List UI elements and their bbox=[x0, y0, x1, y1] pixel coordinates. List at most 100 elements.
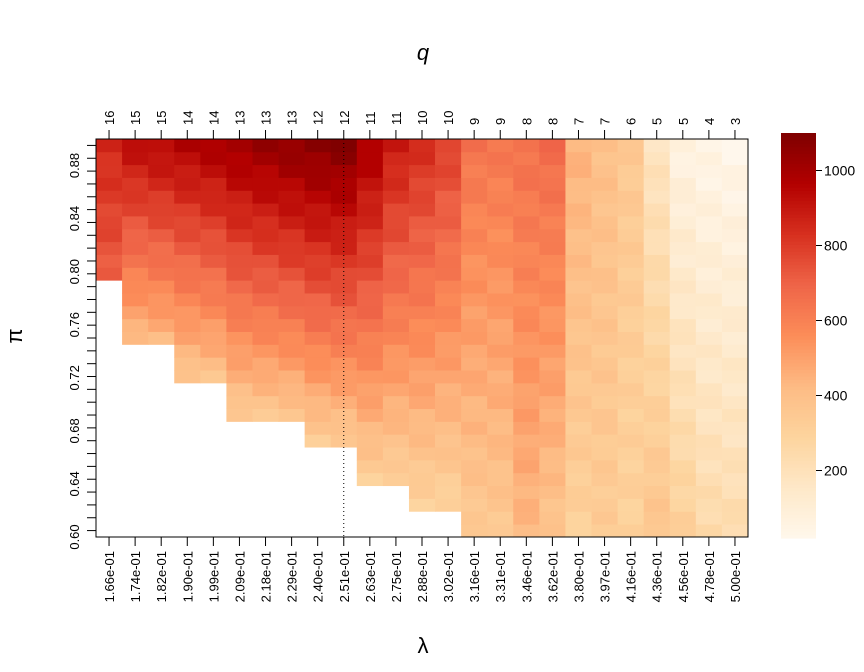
heatmap-cell bbox=[669, 344, 697, 358]
heatmap-cell bbox=[591, 344, 618, 358]
heatmap-cell bbox=[356, 395, 384, 410]
heatmap-cell bbox=[539, 370, 566, 384]
heatmap-cell bbox=[122, 151, 149, 166]
heatmap-cell bbox=[591, 177, 618, 191]
heatmap-cell bbox=[591, 203, 618, 217]
heatmap-cell bbox=[513, 254, 540, 268]
heatmap-cell bbox=[461, 511, 488, 525]
heatmap-cell bbox=[408, 190, 436, 204]
heatmap-cell bbox=[408, 139, 436, 153]
heatmap-cell bbox=[643, 318, 671, 332]
heatmap-cell bbox=[643, 395, 671, 410]
heatmap-cell bbox=[356, 408, 384, 422]
colorbar-segment bbox=[781, 480, 816, 485]
colorbar-segment bbox=[781, 419, 816, 424]
heatmap-cell bbox=[721, 177, 749, 191]
heatmap-cell bbox=[226, 241, 253, 255]
heatmap-cell bbox=[278, 331, 306, 345]
colorbar-segment bbox=[781, 149, 816, 154]
heatmap-cell bbox=[539, 203, 566, 217]
heatmap-cell bbox=[278, 267, 306, 281]
colorbar-segment bbox=[781, 406, 816, 411]
heatmap-cell bbox=[356, 254, 384, 268]
colorbar-segment bbox=[781, 534, 816, 539]
heatmap-cell bbox=[565, 267, 592, 281]
heatmap-cell bbox=[226, 228, 253, 243]
heatmap-cell bbox=[330, 190, 358, 204]
heatmap-cell bbox=[643, 447, 671, 461]
heatmap-cell bbox=[487, 434, 514, 448]
heatmap-cell bbox=[591, 216, 618, 230]
heatmap-cell bbox=[565, 434, 592, 448]
heatmap-cell bbox=[382, 305, 410, 320]
heatmap-cell bbox=[148, 203, 175, 217]
heatmap-cell bbox=[356, 370, 384, 384]
heatmap-cell bbox=[435, 203, 462, 217]
heatmap-cell bbox=[435, 318, 462, 332]
heatmap-cell bbox=[356, 267, 384, 281]
colorbar-segment bbox=[781, 352, 816, 357]
heatmap-cell bbox=[721, 267, 749, 281]
heatmap-cell bbox=[252, 382, 279, 397]
heatmap-cell bbox=[591, 408, 618, 422]
heatmap-cell bbox=[382, 280, 410, 294]
heatmap-cell bbox=[539, 344, 566, 358]
heatmap-cell bbox=[721, 524, 749, 538]
heatmap-cell bbox=[643, 344, 671, 358]
heatmap-cell bbox=[487, 318, 514, 332]
heatmap-cell bbox=[408, 421, 436, 435]
heatmap-cell bbox=[669, 447, 697, 461]
heatmap-cell bbox=[487, 228, 514, 243]
heatmap-cell bbox=[122, 177, 149, 191]
x-tick-label: 2.18e-01 bbox=[259, 551, 274, 602]
heatmap-cell bbox=[226, 357, 253, 371]
heatmap-cell bbox=[226, 267, 253, 281]
heatmap-cell bbox=[148, 267, 175, 281]
heatmap-cell bbox=[278, 151, 306, 166]
heatmap-cell bbox=[591, 382, 618, 397]
heatmap-cell bbox=[435, 498, 462, 512]
heatmap-cell bbox=[330, 331, 358, 345]
heatmap-cell bbox=[382, 216, 410, 230]
heatmap-cell bbox=[643, 280, 671, 294]
heatmap-cell bbox=[252, 267, 279, 281]
heatmap-cell bbox=[96, 139, 123, 153]
heatmap-cell bbox=[669, 267, 697, 281]
heatmap-cell bbox=[513, 293, 540, 307]
colorbar-segment bbox=[781, 369, 816, 374]
heatmap-cell bbox=[539, 421, 566, 435]
top-tick-label: 14 bbox=[206, 111, 221, 125]
heatmap-cell bbox=[304, 305, 332, 320]
colorbar-tick-label: 600 bbox=[824, 313, 848, 329]
heatmap-cell bbox=[200, 241, 227, 255]
heatmap-cell bbox=[617, 177, 645, 191]
heatmap-cell bbox=[591, 447, 618, 461]
heatmap-cell bbox=[721, 241, 749, 255]
heatmap-cell bbox=[382, 447, 410, 461]
heatmap-cell bbox=[278, 293, 306, 307]
top-tick-label: 9 bbox=[493, 118, 508, 125]
heatmap-cell bbox=[122, 216, 149, 230]
x-tick-label: 5.00e-01 bbox=[728, 551, 743, 602]
heatmap-cell bbox=[643, 382, 671, 397]
colorbar-segment bbox=[781, 180, 816, 185]
heatmap-cell bbox=[565, 421, 592, 435]
heatmap-cell bbox=[669, 241, 697, 255]
heatmap-cell bbox=[695, 331, 723, 345]
colorbar-segment bbox=[781, 392, 816, 397]
heatmap-cell bbox=[435, 190, 462, 204]
colorbar-segment bbox=[781, 160, 816, 164]
top-tick-label: 14 bbox=[180, 111, 195, 125]
heatmap-cell bbox=[408, 280, 436, 294]
colorbar-segment bbox=[781, 396, 816, 401]
heatmap-cell bbox=[356, 357, 384, 371]
heatmap-cell bbox=[565, 254, 592, 268]
heatmap-cell bbox=[252, 357, 279, 371]
x-tick-label: 2.51e-01 bbox=[337, 551, 352, 602]
heatmap-cell bbox=[435, 459, 462, 474]
x-tick-label: 1.82e-01 bbox=[154, 551, 169, 602]
colorbar-segment bbox=[781, 203, 816, 208]
top-tick-label: 13 bbox=[232, 111, 247, 125]
heatmap-cell bbox=[617, 280, 645, 294]
chart-title: q bbox=[417, 40, 430, 65]
